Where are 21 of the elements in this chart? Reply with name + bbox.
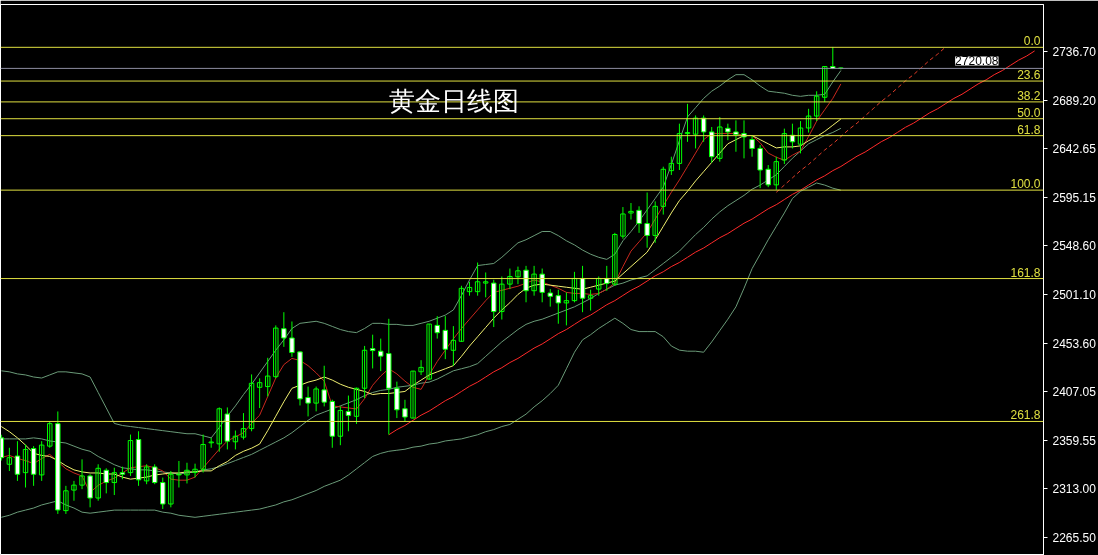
y-tick-label: 2313.00 xyxy=(1052,481,1097,496)
ref-line-label: 2720.08 xyxy=(955,54,999,69)
annotation: 23.6 xyxy=(1017,68,1041,83)
annotation: 50.0 xyxy=(1017,105,1041,120)
annotation: 61.8 xyxy=(1017,122,1041,137)
annotation: 100.0 xyxy=(1010,177,1041,192)
text: 黄金日线图 xyxy=(388,85,519,116)
y-tick-label: 2359.55 xyxy=(1052,433,1097,448)
annotation: 261.8 xyxy=(1010,408,1041,423)
y-tick-label: 2736.70 xyxy=(1052,44,1097,59)
y-tick-label: 2407.05 xyxy=(1052,384,1097,399)
annotation: 38.2 xyxy=(1017,88,1041,103)
y-tick-label: 2689.20 xyxy=(1052,93,1097,108)
y-tick-label: 2548.60 xyxy=(1052,238,1097,253)
y-tick-label: 2501.10 xyxy=(1052,287,1097,302)
y-tick-label: 2453.60 xyxy=(1052,336,1097,351)
y-tick-label: 2642.65 xyxy=(1052,141,1097,156)
annotation: 161.8 xyxy=(1010,265,1041,280)
y-tick-label: 2265.50 xyxy=(1052,530,1097,545)
annotation: 0.0 xyxy=(1023,34,1041,49)
y-tick-label: 2595.15 xyxy=(1052,190,1097,205)
